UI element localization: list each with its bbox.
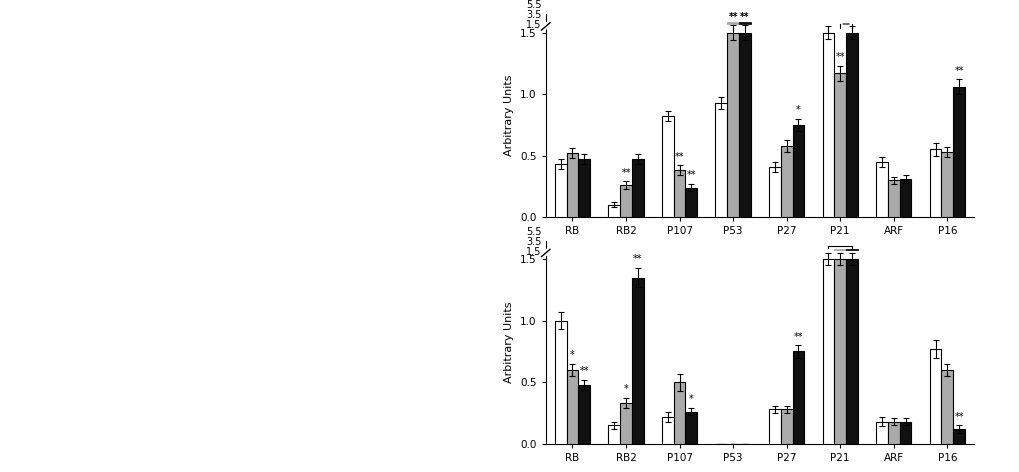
Bar [928, 150, 941, 217]
Bar [887, 421, 899, 444]
Text: PNT2: PNT2 [706, 274, 743, 287]
Bar [928, 349, 941, 444]
Bar [792, 352, 804, 444]
Text: **: ** [579, 366, 588, 376]
Text: **: ** [954, 66, 963, 76]
Bar [685, 187, 697, 217]
Bar [673, 170, 685, 217]
Bar [578, 385, 590, 444]
Bar [846, 249, 857, 250]
Bar [834, 249, 846, 250]
Bar [566, 370, 578, 444]
Bar [834, 259, 846, 444]
Text: **: ** [728, 11, 737, 22]
Bar [578, 160, 590, 217]
Bar [620, 403, 632, 444]
Y-axis label: Arbitrary Units: Arbitrary Units [504, 75, 514, 156]
Bar [834, 73, 846, 217]
Bar [714, 103, 727, 217]
Bar [780, 146, 792, 217]
Bar [607, 205, 620, 217]
Text: *: * [795, 105, 800, 115]
Text: **: ** [740, 11, 749, 22]
Text: **: ** [835, 52, 844, 62]
Bar [632, 278, 643, 444]
Bar [554, 320, 566, 444]
Bar [685, 412, 697, 444]
Bar [821, 259, 834, 444]
Bar [899, 421, 911, 444]
Text: 3.5: 3.5 [526, 10, 541, 20]
Bar [821, 33, 834, 217]
Bar [887, 180, 899, 217]
Bar [875, 162, 887, 217]
Bar [661, 417, 673, 444]
Bar [780, 409, 792, 444]
Bar [727, 33, 739, 217]
Text: 1.5: 1.5 [526, 20, 541, 31]
Bar [673, 382, 685, 444]
Text: **: ** [621, 168, 630, 178]
Bar [607, 425, 620, 444]
Text: 3.5: 3.5 [526, 237, 541, 247]
Text: 1.5: 1.5 [526, 247, 541, 257]
Bar [953, 87, 964, 217]
Text: **: ** [793, 332, 802, 342]
Bar [846, 259, 857, 444]
Bar [768, 409, 780, 444]
Text: **: ** [675, 152, 684, 162]
Bar [941, 152, 953, 217]
Bar [566, 153, 578, 217]
Bar [953, 429, 964, 444]
Bar [899, 179, 911, 217]
Bar [875, 421, 887, 444]
Bar [821, 249, 834, 250]
Bar [620, 185, 632, 217]
Text: **: ** [633, 254, 642, 264]
Bar [727, 22, 739, 24]
Y-axis label: Arbitrary Units: Arbitrary Units [504, 302, 514, 383]
Text: 5.5: 5.5 [526, 0, 541, 10]
Text: **: ** [728, 12, 737, 22]
Text: **: ** [686, 170, 695, 180]
Bar [739, 33, 750, 217]
Bar [941, 370, 953, 444]
Bar [554, 164, 566, 217]
Bar [846, 33, 857, 217]
Text: *: * [623, 385, 628, 395]
Bar [739, 22, 750, 24]
Bar [792, 125, 804, 217]
Text: *: * [570, 350, 575, 360]
Text: 5.5: 5.5 [526, 227, 541, 237]
Text: **: ** [740, 12, 749, 22]
Bar [768, 167, 780, 217]
Bar [632, 160, 643, 217]
Bar [661, 116, 673, 217]
Text: **: ** [954, 412, 963, 421]
Text: *: * [688, 394, 693, 405]
